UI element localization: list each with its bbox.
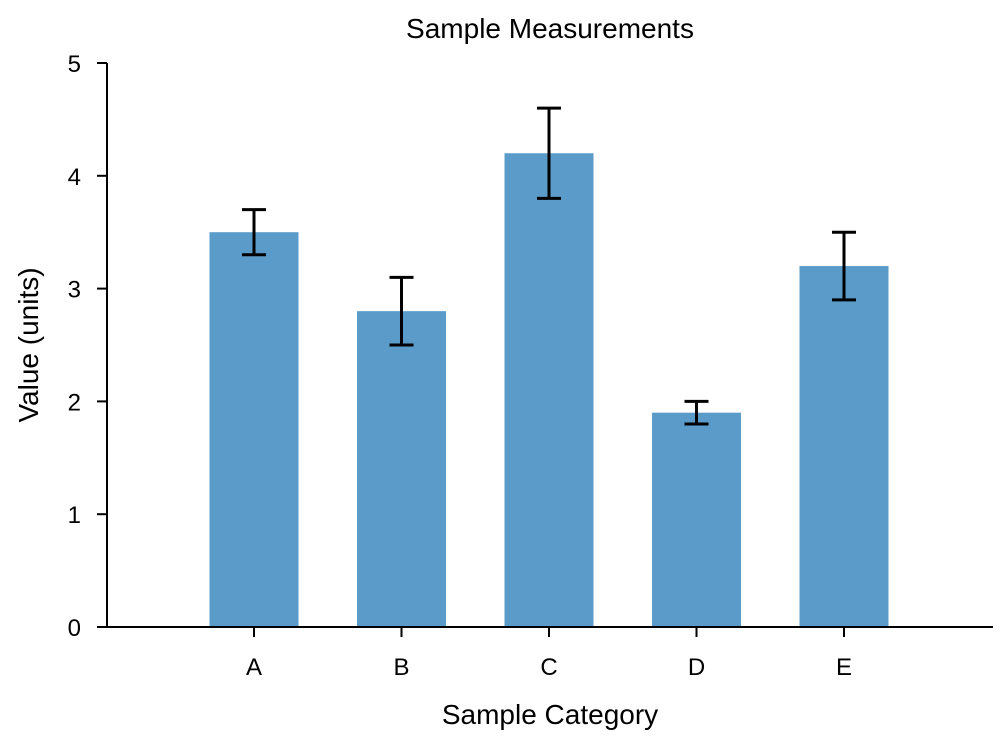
y-tick-label: 1 xyxy=(68,502,81,529)
bars-layer xyxy=(209,153,889,628)
y-axis-title: Value (units) xyxy=(13,267,44,422)
bar-d xyxy=(652,412,741,627)
y-tick-label: 4 xyxy=(68,164,81,191)
bar-c xyxy=(504,153,594,628)
y-tick-label: 5 xyxy=(68,51,81,78)
error-bars-layer xyxy=(242,106,856,426)
x-tick-label: D xyxy=(688,654,705,681)
x-tick-label: C xyxy=(540,654,557,681)
error-bar-e xyxy=(832,230,856,302)
y-tick-label: 0 xyxy=(68,615,81,642)
bar-e xyxy=(799,266,889,627)
error-bar-d xyxy=(684,399,709,426)
error-bar-b xyxy=(389,275,414,347)
error-bar-a xyxy=(242,208,266,257)
y-tick-label: 2 xyxy=(68,389,81,416)
bar-b xyxy=(357,311,446,627)
error-bar-c xyxy=(537,106,561,200)
x-axis-title: Sample Category xyxy=(442,699,658,730)
bar-a xyxy=(209,232,299,627)
x-tick-label: E xyxy=(836,654,852,681)
chart-title: Sample Measurements xyxy=(406,13,694,44)
y-ticks-layer: 0 1 2 3 4 5 xyxy=(68,51,107,642)
x-tick-label: A xyxy=(246,654,262,681)
y-tick-label: 3 xyxy=(68,277,81,304)
x-tick-label: B xyxy=(393,654,409,681)
x-ticks-layer: A B C D E xyxy=(246,627,852,681)
